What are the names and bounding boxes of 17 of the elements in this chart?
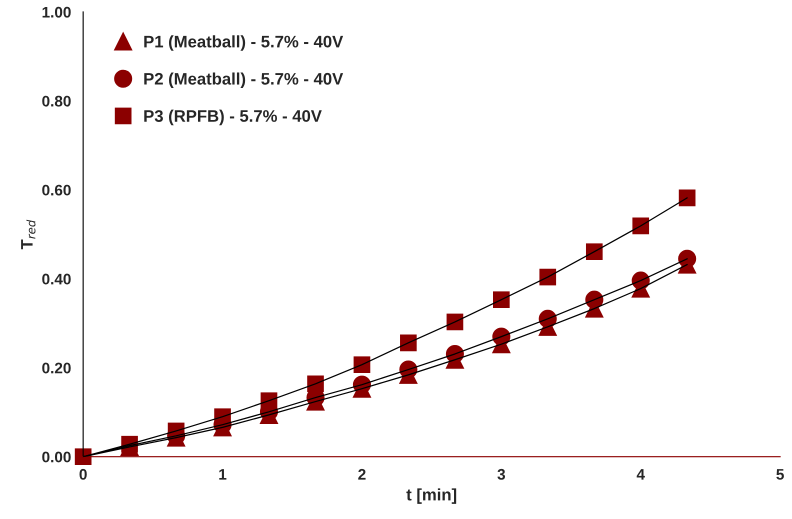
x-tick-label: 3 xyxy=(497,468,506,480)
x-tick-label: 4 xyxy=(636,469,645,480)
x-tick-label: 2 xyxy=(358,468,366,480)
y-tick-label: 0.40 xyxy=(42,274,71,284)
y-tick-label: 0.20 xyxy=(42,362,71,374)
legend-label: P2 (Meatball) - 5.7% - 40V xyxy=(144,72,344,88)
y-tick-label: 0.60 xyxy=(42,184,71,196)
x-tick-label: 1 xyxy=(219,469,226,480)
y-axis-title: T$_{red}$ xyxy=(21,220,36,250)
legend-label: P3 (RPFB) - 5.7% - 40V xyxy=(144,110,322,126)
x-tick-label: 0 xyxy=(80,468,87,480)
y-tick-label: 0.80 xyxy=(42,96,71,107)
x-axis-title: t [min] xyxy=(406,488,456,504)
legend-label: P1 (Meatball) - 5.7% - 40V xyxy=(144,35,344,51)
x-tick-label: 5 xyxy=(776,469,784,480)
y-tick-label: 1.00 xyxy=(42,6,71,18)
y-tick-label: 0.00 xyxy=(42,452,71,462)
